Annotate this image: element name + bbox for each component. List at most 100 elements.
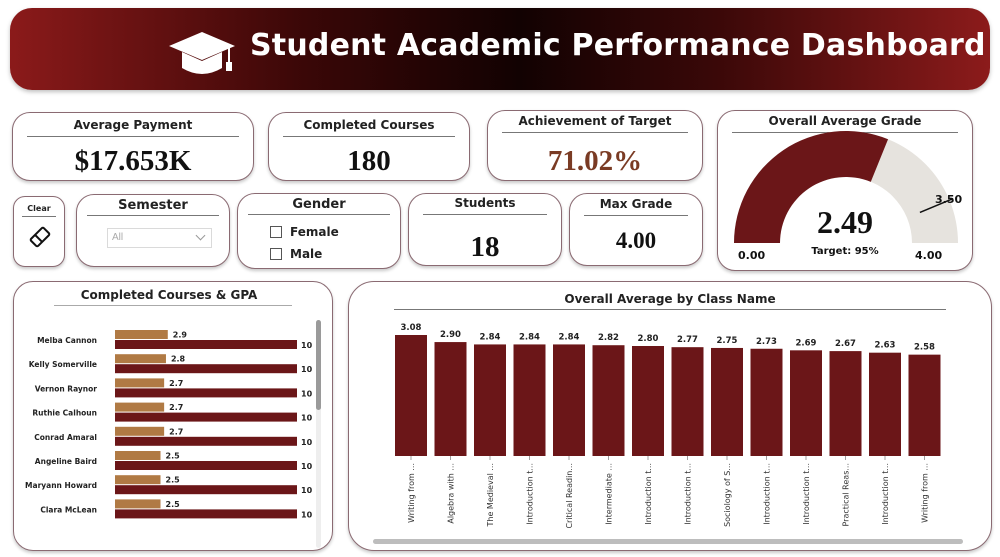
gauge-min-label: 0.00 [738, 249, 766, 262]
average-payment-card: Average Payment $17.653K [12, 112, 254, 181]
gauge-chart [734, 130, 958, 243]
gpa-value-label: 2.7 [169, 427, 183, 436]
average-payment-value: $17.653K [74, 145, 192, 177]
bar-value-label: 2.90 [440, 330, 461, 340]
class-average-bar [750, 348, 783, 456]
achievement-card: Achievement of Target 71.02% [487, 110, 703, 181]
chart-title: Overall Average by Class Name [564, 292, 776, 306]
student-label: Ruthie Calhoun [32, 409, 97, 418]
divider [54, 305, 292, 306]
achievement-label: Achievement of Target [518, 114, 672, 128]
bar-value-label: 2.77 [677, 335, 698, 345]
gpa-value-label: 2.7 [169, 403, 183, 412]
option-label: Female [290, 225, 339, 239]
eraser-icon [29, 226, 51, 248]
completed-courses-bar [115, 412, 297, 422]
header-banner: Student Academic Performance Dashboard [10, 8, 990, 90]
scrollbar-thumb[interactable] [373, 539, 963, 544]
class-name-label: Writing from ... [407, 463, 416, 523]
clear-filters-button[interactable]: Clear [13, 196, 65, 267]
courses-value-label: 10 [301, 486, 313, 495]
gpa-value-label: 2.7 [169, 379, 183, 388]
student-label: Vernon Raynor [35, 384, 98, 393]
class-name-label: The Medieval ... [486, 463, 495, 528]
gpa-bar [115, 475, 161, 485]
gpa-bar [115, 378, 165, 388]
divider [394, 309, 946, 310]
class-name-label: Sociology of S... [723, 463, 732, 527]
gpa-value-label: 2.9 [173, 331, 188, 340]
gpa-value-label: 2.5 [166, 476, 181, 485]
max-grade-value: 4.00 [615, 228, 657, 253]
clear-label: Clear [27, 204, 51, 213]
completed-courses-card: Completed Courses 180 [268, 112, 470, 181]
semester-label: Semester [118, 198, 188, 213]
class-average-bar [829, 351, 862, 456]
bar-value-label: 2.84 [559, 332, 580, 342]
gpa-bar [115, 402, 165, 412]
class-average-bar [908, 354, 941, 456]
graduation-cap-icon [169, 32, 235, 74]
page-title: Student Academic Performance Dashboard [250, 28, 986, 63]
bar-value-label: 2.58 [914, 343, 935, 353]
class-average-card: Overall Average by Class Name 3.08 Writin… [348, 281, 992, 551]
divider [22, 216, 56, 217]
class-average-bar [434, 342, 467, 456]
gender-label: Gender [292, 197, 346, 212]
completed-courses-bar [115, 364, 297, 374]
class-name-label: Intermediate ... [605, 463, 614, 525]
gender-option-female[interactable]: Female [270, 224, 339, 240]
class-average-bar [671, 347, 704, 456]
gauge-fill [734, 130, 889, 243]
class-name-label: Introduction t... [881, 463, 890, 525]
class-name-label: Introduction t... [802, 463, 811, 525]
bar-value-label: 2.63 [875, 341, 896, 351]
checkbox[interactable] [270, 248, 282, 260]
students-value: 18 [470, 231, 500, 263]
horizontal-scrollbar[interactable] [373, 539, 963, 544]
class-average-bar [711, 347, 743, 456]
courses-value-label: 10 [301, 341, 313, 350]
vertical-scrollbar[interactable] [316, 320, 321, 548]
class-average-bar [513, 344, 546, 456]
student-label: Clara McLean [40, 505, 97, 514]
class-average-bar [395, 335, 427, 456]
gender-filter: Gender Female Male [237, 193, 401, 269]
class-average-bar [790, 350, 822, 456]
bar-value-label: 2.84 [519, 332, 540, 342]
class-average-bar [592, 345, 625, 456]
divider [248, 214, 390, 215]
class-name-label: Algebra with ... [447, 463, 456, 524]
bar-value-label: 2.67 [835, 339, 856, 349]
class-average-bar [474, 344, 506, 456]
gender-option-male[interactable]: Male [270, 246, 322, 262]
divider [283, 136, 455, 137]
completed-courses-bar [115, 388, 297, 398]
bar-value-label: 2.80 [638, 334, 659, 344]
divider [584, 215, 688, 216]
semester-dropdown[interactable]: All [107, 228, 212, 248]
completed-courses-gpa-chart: Melba Cannon 2.9 10 Kelly Somerville 2.8 10 Ve… [25, 330, 313, 519]
student-label: Conrad Amaral [34, 433, 97, 442]
student-label: Kelly Somerville [29, 360, 97, 369]
courses-value-label: 10 [301, 438, 313, 447]
completed-courses-bar [115, 436, 297, 446]
semester-filter: Semester All [76, 194, 230, 267]
completed-courses-bar [115, 461, 297, 470]
bar-value-label: 2.82 [598, 333, 619, 343]
gpa-bar [115, 354, 166, 364]
class-name-label: Introduction t... [763, 463, 772, 525]
gauge-target-marker [919, 197, 954, 214]
gpa-value-label: 2.5 [166, 500, 181, 509]
divider [423, 214, 547, 215]
class-name-label: Critical Readin... [565, 463, 574, 529]
achievement-value: 71.02% [547, 145, 643, 177]
bar-value-label: 3.08 [401, 323, 422, 333]
bar-value-label: 2.84 [480, 332, 501, 342]
scrollbar-thumb[interactable] [316, 320, 321, 410]
checkbox[interactable] [270, 226, 282, 238]
class-name-label: Introduction t... [684, 463, 693, 525]
max-grade-label: Max Grade [599, 197, 673, 211]
gauge-target-text: Target: 95% [811, 246, 879, 257]
